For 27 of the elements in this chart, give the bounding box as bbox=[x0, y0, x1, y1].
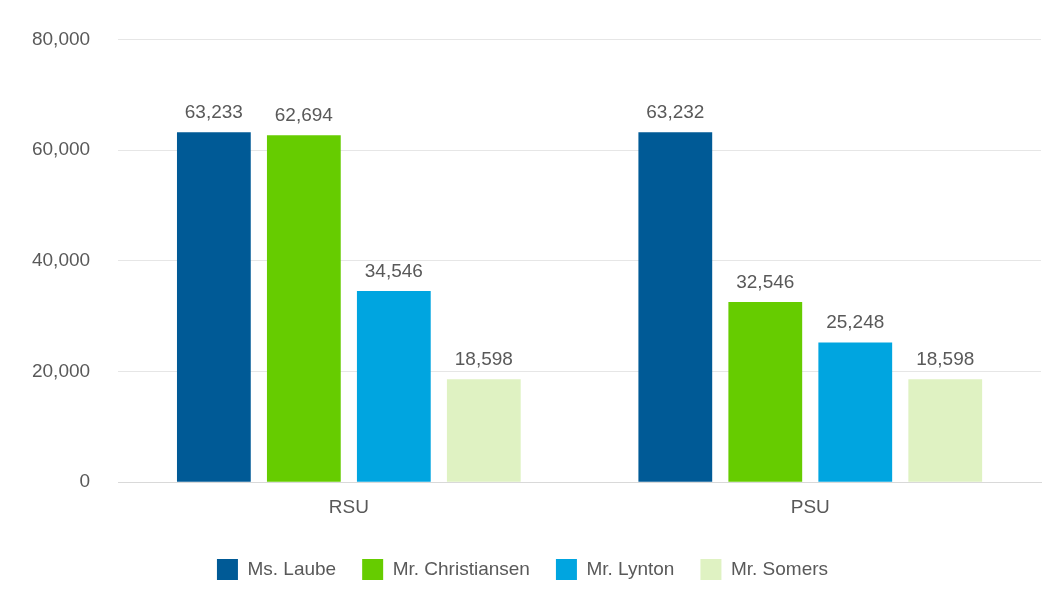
y-tick-label: 0 bbox=[79, 470, 91, 492]
data-label: 34,546 bbox=[364, 259, 423, 281]
x-tick-label: PSU bbox=[790, 495, 830, 517]
data-label: 62,694 bbox=[274, 103, 334, 125]
bar bbox=[176, 132, 251, 482]
data-label: 63,233 bbox=[184, 100, 243, 122]
bar bbox=[446, 379, 521, 482]
bar bbox=[908, 379, 983, 482]
data-label: 18,598 bbox=[916, 347, 975, 369]
bar bbox=[818, 342, 893, 482]
legend-label: Mr. Somers bbox=[730, 557, 829, 579]
y-tick-label: 60,000 bbox=[31, 138, 91, 160]
data-label: 32,546 bbox=[736, 270, 795, 292]
bar bbox=[638, 132, 713, 482]
data-label: 63,232 bbox=[646, 100, 705, 122]
legend-label: Mr. Christiansen bbox=[392, 557, 530, 579]
data-label: 25,248 bbox=[826, 311, 885, 333]
x-tick-label: RSU bbox=[328, 495, 369, 517]
bar bbox=[728, 302, 803, 482]
legend-label: Mr. Lynton bbox=[586, 557, 675, 579]
bar bbox=[266, 135, 341, 482]
bar bbox=[356, 290, 431, 482]
data-label: 18,598 bbox=[454, 347, 513, 369]
y-tick-label: 20,000 bbox=[31, 359, 91, 381]
y-tick-label: 40,000 bbox=[31, 249, 91, 271]
y-tick-label: 80,000 bbox=[31, 27, 91, 49]
legend-label: Ms. Laube bbox=[247, 557, 337, 579]
